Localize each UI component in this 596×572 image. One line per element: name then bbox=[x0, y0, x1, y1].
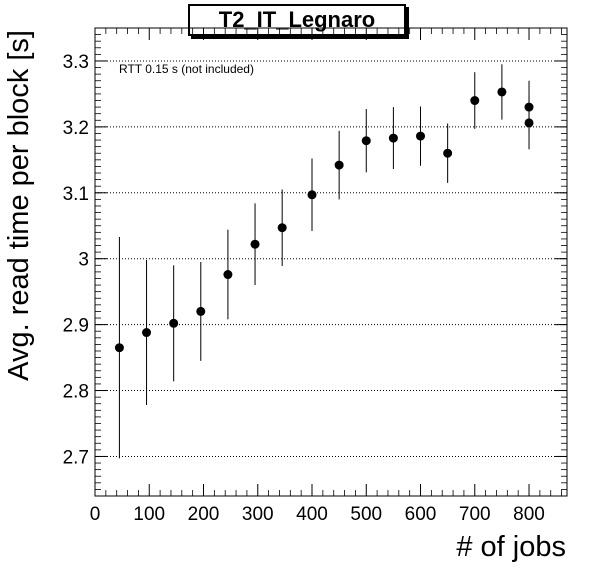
x-tick-label: 100 bbox=[133, 504, 165, 525]
y-tick-label: 2.9 bbox=[63, 316, 89, 337]
data-point bbox=[250, 239, 260, 249]
y-tick-label: 2.8 bbox=[63, 382, 89, 403]
x-tick-label: 500 bbox=[350, 504, 382, 525]
data-point bbox=[470, 96, 480, 106]
data-point bbox=[524, 102, 534, 112]
data-point bbox=[334, 160, 344, 170]
rtt-annotation: RTT 0.15 s (not included) bbox=[119, 62, 254, 76]
x-tick-label: 600 bbox=[405, 504, 437, 525]
axis-ticks bbox=[94, 27, 567, 496]
y-tick-label: 2.7 bbox=[63, 447, 89, 468]
data-points bbox=[114, 87, 534, 353]
y-tick-label: 3.1 bbox=[63, 184, 89, 205]
x-tick-label: 400 bbox=[296, 504, 328, 525]
x-tick-labels: 0 100 200 300 400 500 600 700 800 bbox=[90, 504, 545, 525]
x-tick-label: 300 bbox=[242, 504, 274, 525]
error-bars bbox=[118, 64, 530, 459]
x-axis-label: # of jobs bbox=[456, 531, 566, 563]
x-tick-label: 800 bbox=[513, 504, 545, 525]
data-point bbox=[524, 118, 534, 128]
x-tick-label: 200 bbox=[188, 504, 220, 525]
data-point bbox=[142, 328, 152, 338]
data-point bbox=[223, 270, 233, 280]
data-point bbox=[307, 190, 317, 200]
data-point bbox=[497, 87, 507, 97]
x-tick-label: 700 bbox=[459, 504, 491, 525]
plot-frame bbox=[94, 27, 568, 497]
data-point bbox=[361, 136, 371, 146]
grid-lines bbox=[95, 60, 567, 457]
data-point bbox=[169, 318, 179, 328]
data-point bbox=[443, 148, 453, 158]
data-point bbox=[114, 343, 124, 353]
data-point bbox=[388, 133, 398, 143]
data-point bbox=[277, 223, 287, 233]
x-tick-label: 0 bbox=[90, 504, 101, 525]
y-tick-label: 3.3 bbox=[63, 52, 89, 73]
y-tick-labels: 2.7 2.8 2.9 3 3.1 3.2 3.3 bbox=[63, 52, 89, 468]
y-tick-label: 3.2 bbox=[63, 118, 89, 139]
data-point bbox=[196, 306, 206, 316]
y-tick-label: 3 bbox=[78, 250, 89, 271]
data-point bbox=[416, 131, 426, 141]
y-axis-label: Avg. read time per block [s] bbox=[3, 30, 35, 381]
